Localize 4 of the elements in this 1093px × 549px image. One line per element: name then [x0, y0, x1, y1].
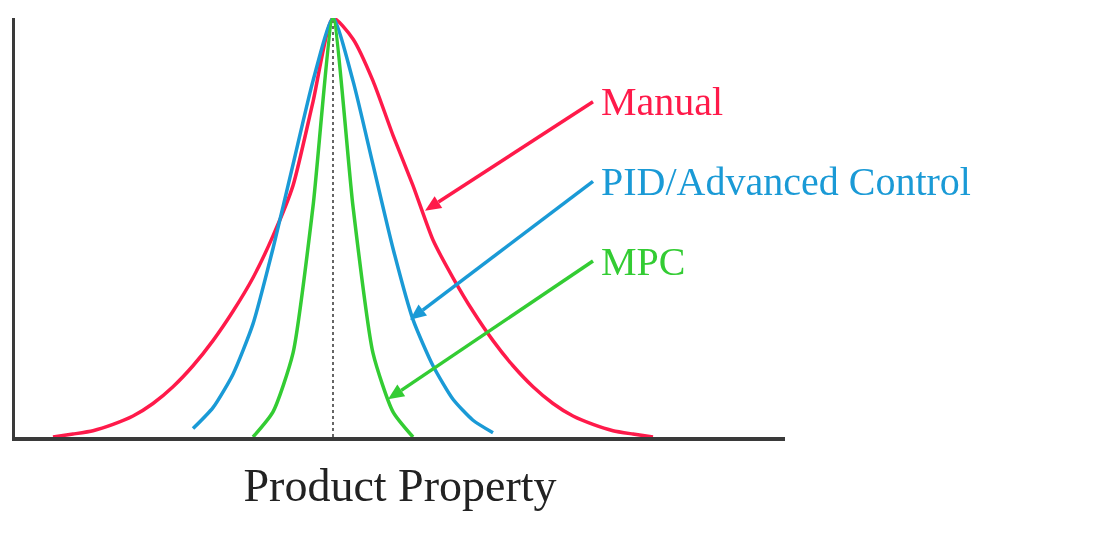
text: Manual: [601, 79, 724, 124]
text: PID/Advanced Control: [601, 159, 971, 204]
text: MPC: [601, 239, 686, 284]
x-axis-title: Product Property: [243, 460, 557, 512]
